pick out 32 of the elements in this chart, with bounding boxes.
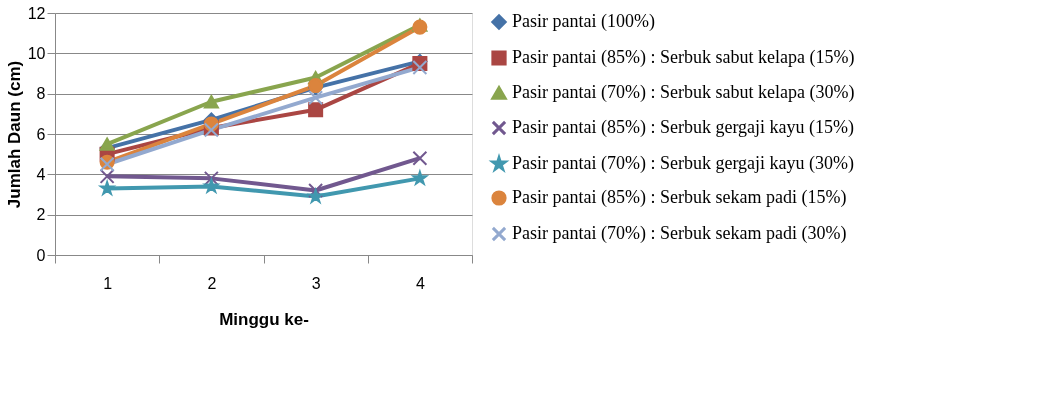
point <box>412 59 428 75</box>
point <box>412 150 428 166</box>
point <box>308 90 324 106</box>
x-axis-title: Minggu ke- <box>219 309 309 329</box>
point <box>202 176 221 195</box>
point <box>308 102 324 118</box>
y-axis-title: Jumlah Daun (cm) <box>4 60 24 209</box>
legend-label: Pasir pantai (70%) : Serbuk sekam padi (30%) <box>512 223 847 244</box>
y-tick-label: 0 <box>36 246 46 264</box>
x-tick-label: 3 <box>311 274 321 292</box>
legend-label: Pasir pantai (85%) : Serbuk sekam padi (15%) <box>512 187 847 208</box>
point <box>203 170 219 186</box>
legend-label: Pasir pantai (70%) : Serbuk gergaji kayu (30%) <box>512 153 855 174</box>
legend-label: Pasir pantai (100%) <box>512 11 655 32</box>
point <box>203 95 219 109</box>
y-tick-label: 8 <box>36 85 46 103</box>
x-tick-label: 1 <box>103 274 113 292</box>
y-tick-label: 10 <box>27 44 46 62</box>
point <box>308 182 324 198</box>
legend-label: Pasir pantai (70%) : Serbuk sabut kelapa (30%) <box>512 82 855 103</box>
point <box>410 168 429 187</box>
legend-label: Pasir pantai (85%) : Serbuk gergaji kayu (15%) <box>512 117 855 138</box>
y-tick-label: 12 <box>27 4 46 22</box>
y-tick-label: 2 <box>36 206 46 224</box>
point <box>98 179 117 197</box>
y-tick-label: 6 <box>36 125 46 143</box>
point <box>99 137 115 151</box>
y-tick-label: 4 <box>36 165 46 183</box>
point <box>99 168 115 184</box>
x-tick-label: 4 <box>415 274 425 292</box>
x-tick-label: 2 <box>207 274 217 292</box>
legend-label: Pasir pantai (85%) : Serbuk sabut kelapa (15%) <box>512 47 855 68</box>
